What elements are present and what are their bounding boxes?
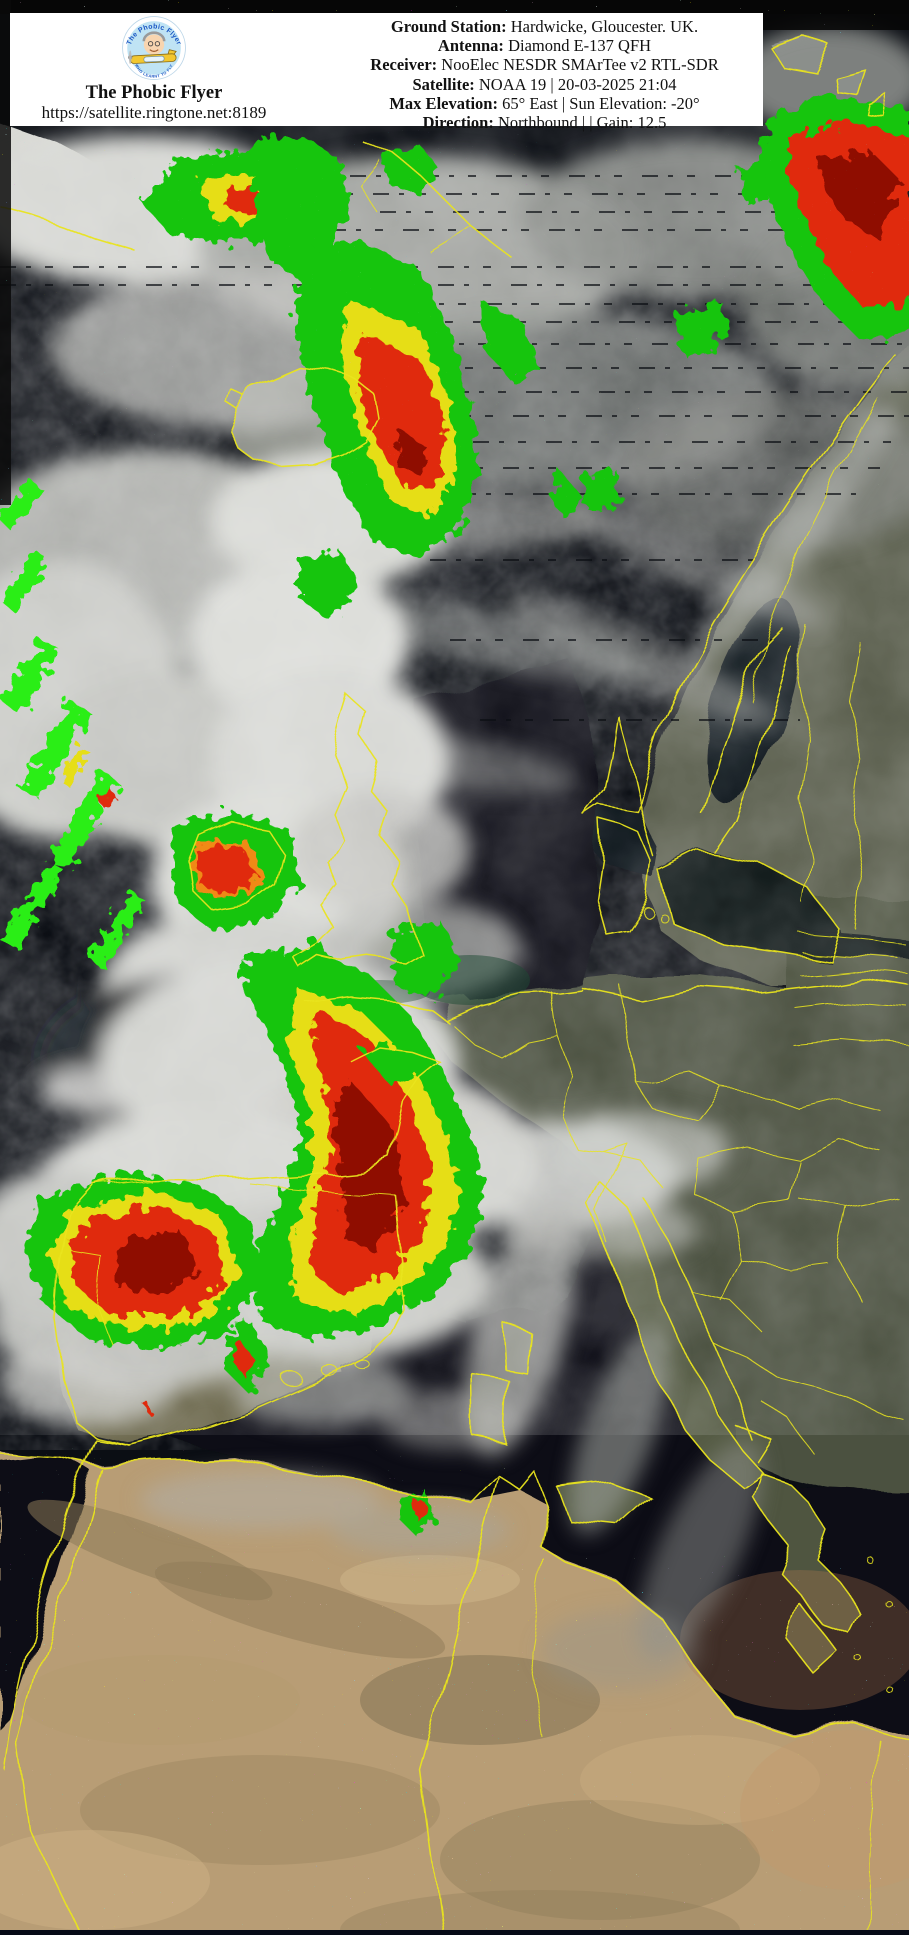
pilot-face-icon	[143, 34, 165, 55]
receiver-line: Receiver: NooElec NESDR SMArTee v2 RTL-S…	[370, 55, 719, 75]
direction-line: Direction: Northbound | | Gain: 12.5	[422, 113, 667, 133]
antenna-line: Antenna: Diamond E-137 QFH	[437, 36, 652, 56]
phobic-flyer-logo: The Phobic Flyer WHO LEARNT TO FLY	[122, 16, 186, 80]
airplane-icon	[128, 49, 177, 65]
info-box: The Phobic Flyer WHO LEARNT TO FLY The P…	[10, 13, 763, 132]
satellite-line: Satellite: NOAA 19 | 20-03-2025 21:04	[412, 74, 677, 94]
ground-station-line: Ground Station: Hardwicke, Gloucester. U…	[390, 17, 699, 36]
brand-title: The Phobic Flyer	[85, 83, 223, 103]
max-elevation-line: Max Elevation: 65° East | Sun Elevation:…	[389, 93, 700, 113]
brand-panel: The Phobic Flyer WHO LEARNT TO FLY The P…	[10, 13, 298, 126]
brand-url: https://satellite.ringtone.net:8189	[41, 103, 267, 122]
reception-details: Ground Station: Hardwicke, Gloucester. U…	[298, 13, 763, 132]
bottom-edge-bar	[0, 1930, 909, 1935]
